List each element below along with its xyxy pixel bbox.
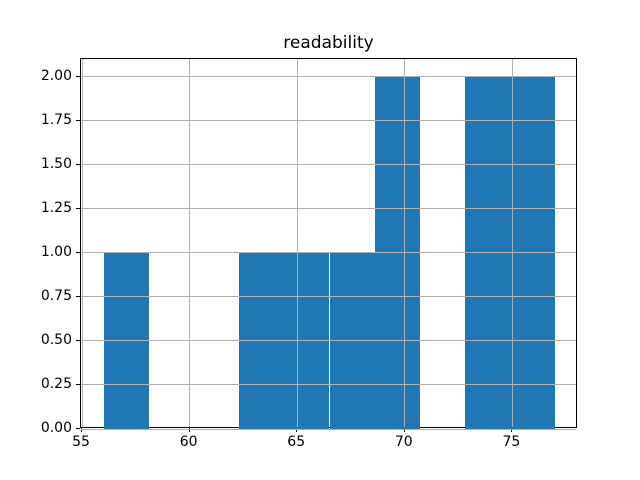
- y-tick-label: 1.50: [40, 155, 72, 172]
- gridline-vertical: [511, 59, 513, 427]
- y-tick: [76, 75, 80, 77]
- x-tick-label: 70: [394, 434, 413, 450]
- chart-title: readability: [283, 33, 374, 53]
- grid-layer: [81, 59, 576, 430]
- gridline-vertical: [189, 59, 191, 427]
- y-tick-label: 0.75: [40, 287, 72, 304]
- x-tick: [81, 428, 83, 432]
- x-tick-label: 65: [287, 434, 306, 450]
- plot-area: [80, 58, 577, 430]
- x-tick-label: 60: [179, 434, 198, 450]
- y-tick: [76, 339, 80, 341]
- gridline-vertical: [404, 59, 406, 427]
- gridline-vertical: [296, 59, 298, 427]
- gridline-horizontal: [81, 164, 576, 166]
- gridline-horizontal: [81, 76, 576, 78]
- y-tick: [76, 428, 80, 429]
- gridline-horizontal: [81, 296, 576, 298]
- y-tick-label: 1.25: [40, 199, 72, 216]
- gridline-horizontal: [81, 208, 576, 210]
- y-tick-label: 1.00: [40, 243, 72, 260]
- y-tick-label: 2.00: [40, 67, 72, 84]
- y-tick-label: 0.25: [40, 375, 72, 392]
- y-tick: [76, 207, 80, 209]
- y-tick: [76, 295, 80, 297]
- gridline-horizontal: [81, 384, 576, 386]
- y-tick: [76, 251, 80, 253]
- y-tick-label: 0.00: [40, 420, 72, 436]
- gridline-horizontal: [81, 120, 576, 122]
- x-tick: [296, 428, 298, 432]
- y-tick: [76, 163, 80, 165]
- y-tick-label: 0.50: [40, 331, 72, 348]
- x-tick-label: 75: [502, 434, 521, 450]
- x-tick: [403, 428, 405, 432]
- gridline-horizontal: [81, 428, 576, 430]
- y-tick: [76, 383, 80, 385]
- x-tick: [188, 428, 190, 432]
- x-tick-label: 55: [72, 434, 90, 450]
- gridline-horizontal: [81, 340, 576, 342]
- gridline-vertical: [81, 59, 83, 427]
- x-tick: [511, 428, 513, 432]
- y-tick: [76, 119, 80, 121]
- gridline-horizontal: [81, 252, 576, 254]
- y-tick-label: 1.75: [40, 111, 72, 128]
